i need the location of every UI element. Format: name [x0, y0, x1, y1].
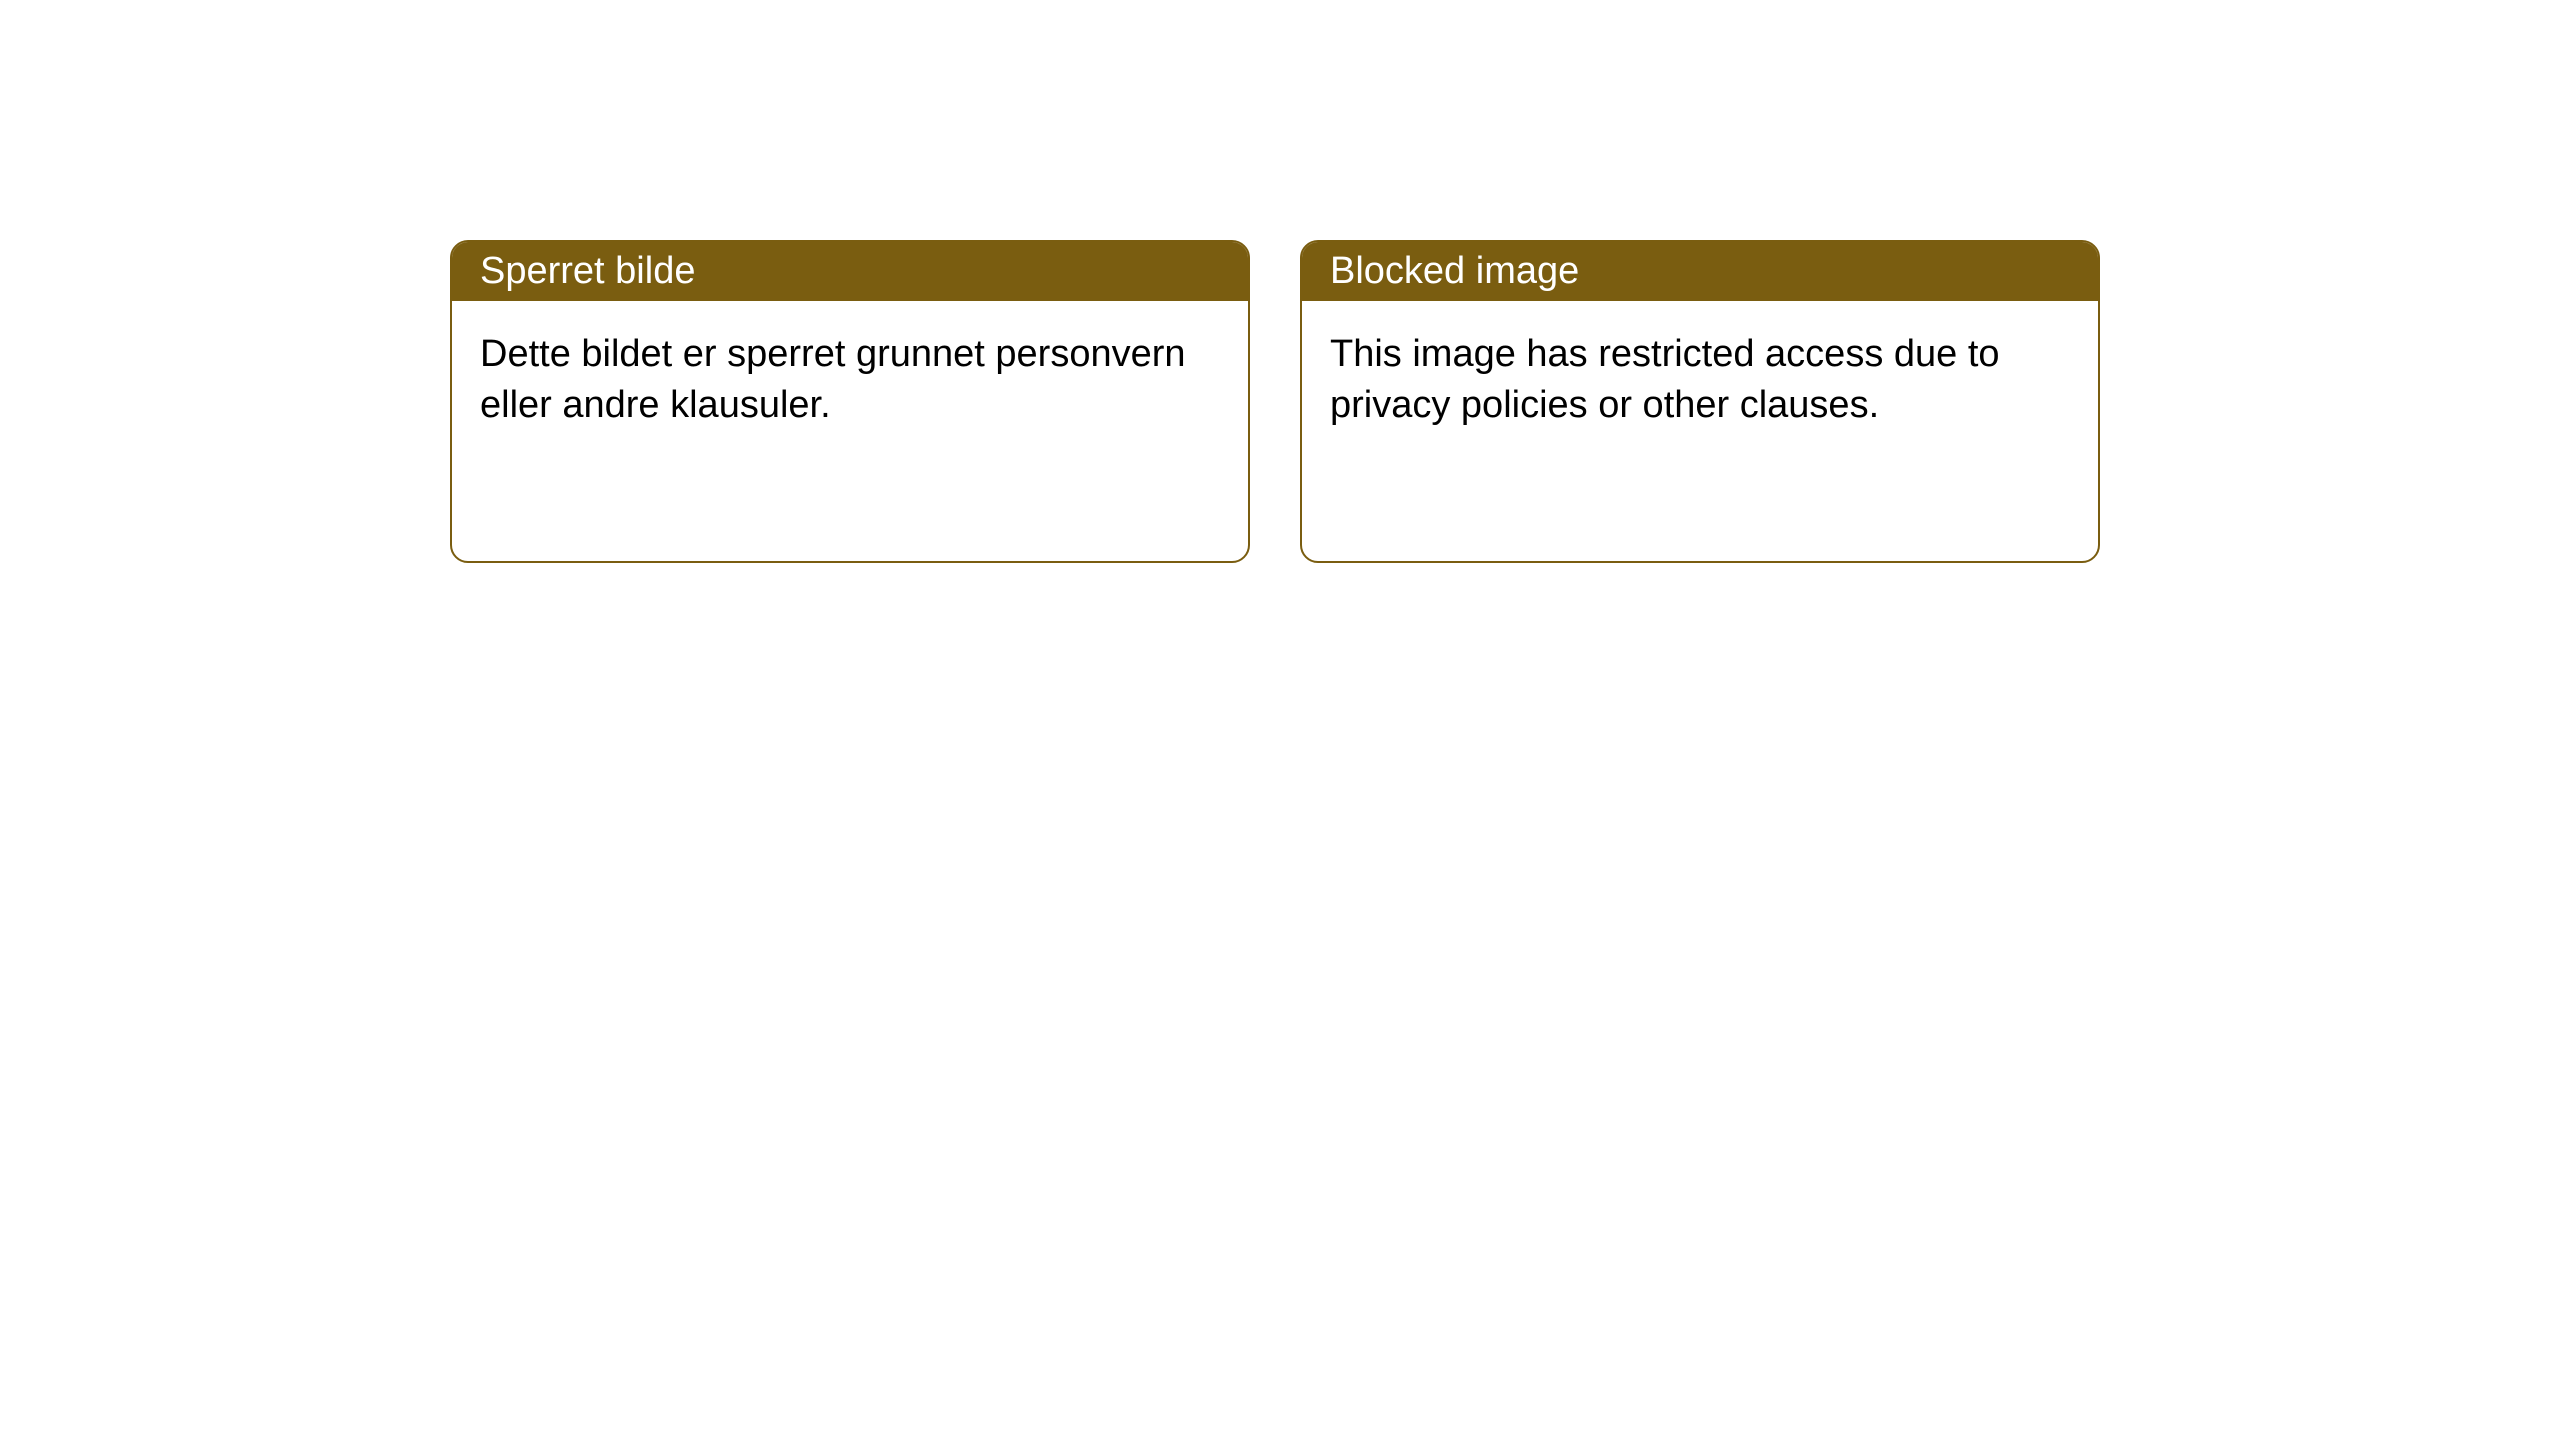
notice-body-en: This image has restricted access due to … [1302, 301, 2098, 561]
notice-card-en: Blocked image This image has restricted … [1300, 240, 2100, 563]
notice-container: Sperret bilde Dette bildet er sperret gr… [0, 0, 2560, 563]
notice-header-en: Blocked image [1302, 242, 2098, 301]
notice-card-no: Sperret bilde Dette bildet er sperret gr… [450, 240, 1250, 563]
notice-header-no: Sperret bilde [452, 242, 1248, 301]
notice-body-no: Dette bildet er sperret grunnet personve… [452, 301, 1248, 561]
